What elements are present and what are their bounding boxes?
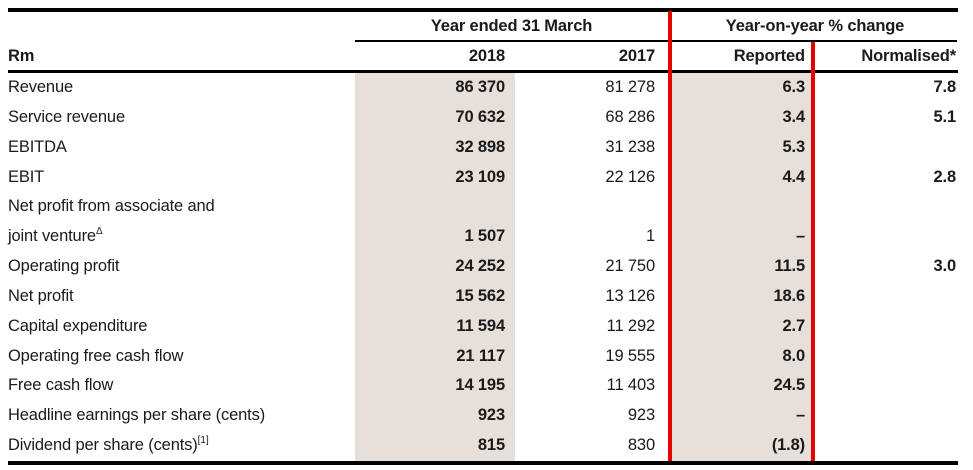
value-reported: 5.3 [782, 137, 806, 156]
value-2018: 23 109 [455, 167, 505, 186]
value-2018: 815 [477, 436, 505, 455]
footnote-marker: [1] [197, 434, 209, 446]
table-row-dividend-per-share: Dividend per share (cents)[1] 815 830 (1… [8, 431, 958, 461]
value-2018: 86 370 [455, 78, 505, 96]
value-2018: 21 117 [456, 346, 505, 365]
value-2017: 11 403 [606, 376, 655, 395]
table-body: Revenue 86 370 81 278 6.3 7.8 Service re… [8, 73, 958, 461]
value-reported: 8.0 [782, 346, 806, 365]
group-header-underline [355, 40, 957, 42]
value-2017: 923 [627, 406, 655, 425]
value-reported: 2.7 [782, 316, 806, 335]
value-reported: – [795, 227, 805, 246]
value-2018: 32 898 [455, 137, 505, 156]
value-2017: 81 278 [605, 78, 655, 96]
row-label: Dividend per share (cents) [8, 436, 198, 455]
value-2017: 13 126 [605, 286, 655, 305]
value-2018: 15 562 [455, 286, 505, 305]
table-row-free-cash-flow: Free cash flow 14 195 11 403 24.5 [8, 371, 958, 401]
value-2017: 21 750 [605, 257, 655, 276]
row-label: Service revenue [8, 107, 125, 126]
table-row-net-profit: Net profit 15 562 13 126 18.6 [8, 282, 958, 312]
value-reported: (1.8) [771, 436, 805, 455]
value-reported: 24.5 [773, 376, 805, 395]
value-normalised: 2.8 [933, 167, 957, 186]
bottom-border-rule [8, 461, 958, 465]
column-shade-reported [672, 73, 811, 461]
value-2018: 11 594 [456, 316, 505, 335]
group-header-yoy-change: Year-on-year % change [725, 17, 905, 35]
value-reported: 18.6 [773, 286, 805, 305]
value-2018: 923 [477, 406, 505, 425]
column-header-2018: 2018 [468, 47, 505, 65]
red-divider-left [668, 11, 672, 461]
column-header-rm: Rm [8, 47, 35, 65]
value-2017: 68 286 [605, 107, 655, 126]
value-2017: 1 [645, 227, 655, 246]
table-row-operating-free-cash-flow: Operating free cash flow 21 117 19 555 8… [8, 342, 958, 372]
value-2017: 19 555 [605, 346, 655, 365]
value-reported: 3.4 [782, 107, 806, 126]
table-row-ebit: EBIT 23 109 22 126 4.4 2.8 [8, 163, 958, 193]
table-row-capital-expenditure: Capital expenditure 11 594 11 292 2.7 [8, 312, 958, 342]
value-normalised: 3.0 [933, 257, 957, 276]
row-label: Net profit from associate and joint vent… [8, 197, 215, 246]
value-2017: 31 238 [605, 137, 655, 156]
row-label: Operating free cash flow [8, 346, 184, 365]
group-header-year-ended: Year ended 31 March [430, 17, 593, 35]
value-2018: 70 632 [455, 107, 505, 126]
value-2018: 14 195 [455, 376, 505, 395]
value-2017: 830 [627, 436, 655, 455]
row-label: Net profit [8, 286, 74, 305]
value-2017: 22 126 [605, 167, 655, 186]
table-row-headline-eps: Headline earnings per share (cents) 923 … [8, 401, 958, 431]
value-reported: 4.4 [782, 167, 806, 186]
row-label: Free cash flow [8, 376, 114, 395]
row-label: Capital expenditure [8, 316, 148, 335]
table-row-service-revenue: Service revenue 70 632 68 286 3.4 5.1 [8, 103, 958, 133]
column-header-normalised: Normalised* [861, 47, 956, 65]
table-row-operating-profit: Operating profit 24 252 21 750 11.5 3.0 [8, 252, 958, 282]
value-2017: 11 292 [606, 316, 655, 335]
table-row-ebitda: EBITDA 32 898 31 238 5.3 [8, 133, 958, 163]
row-label: EBITDA [8, 137, 67, 156]
row-label: Revenue [8, 78, 73, 96]
row-label: Operating profit [8, 257, 120, 276]
value-reported: 11.5 [774, 257, 805, 276]
value-normalised: 7.8 [933, 78, 957, 96]
column-header-row: Rm 2018 2017 Reported Normalised* [8, 42, 958, 68]
value-2018: 24 252 [455, 257, 505, 276]
column-shade-2018 [355, 73, 515, 461]
header-bottom-rule [8, 70, 958, 73]
value-reported: – [795, 406, 805, 425]
column-header-2017: 2017 [618, 47, 655, 65]
value-2018: 1 507 [464, 227, 505, 246]
top-border-rule [8, 8, 958, 12]
footnote-marker: Δ [95, 225, 103, 237]
table-row-net-profit-associate: Net profit from associate and joint vent… [8, 192, 958, 252]
column-header-reported: Reported [733, 47, 805, 65]
value-normalised: 5.1 [933, 107, 957, 126]
red-divider-right [811, 42, 815, 461]
value-reported: 6.3 [782, 78, 806, 96]
row-label: Headline earnings per share (cents) [8, 406, 266, 425]
row-label: EBIT [8, 167, 45, 186]
table-row-revenue: Revenue 86 370 81 278 6.3 7.8 [8, 73, 958, 103]
